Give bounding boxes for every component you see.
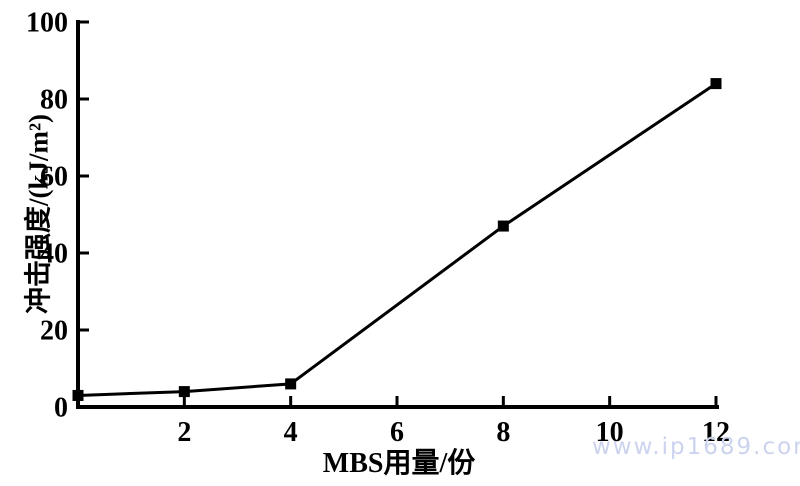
data-point — [178, 386, 190, 398]
watermark: www.ip1689.com — [592, 434, 800, 460]
data-point — [710, 78, 722, 90]
y-axis-title: 冲击强度/(kJ/m²) — [23, 113, 54, 315]
y-tick-label: 100 — [26, 8, 68, 39]
data-point — [72, 389, 84, 401]
data-line — [77, 82, 717, 397]
y-tick-label: 0 — [54, 393, 68, 424]
x-tick-label: 12 — [702, 417, 730, 448]
x-tick-label: 6 — [390, 417, 404, 448]
data-point — [497, 220, 509, 232]
y-tick-label: 80 — [40, 85, 68, 116]
data-point — [285, 378, 297, 390]
y-tick-label: 40 — [40, 239, 68, 270]
x-tick-label: 8 — [496, 417, 510, 448]
x-tick-label: 10 — [596, 417, 624, 448]
y-tick-label: 20 — [40, 316, 68, 347]
y-tick-label: 60 — [40, 162, 68, 193]
x-axis-title: MBS用量/份 — [322, 448, 476, 479]
x-tick-label: 4 — [284, 417, 298, 448]
x-tick-label: 2 — [177, 417, 191, 448]
